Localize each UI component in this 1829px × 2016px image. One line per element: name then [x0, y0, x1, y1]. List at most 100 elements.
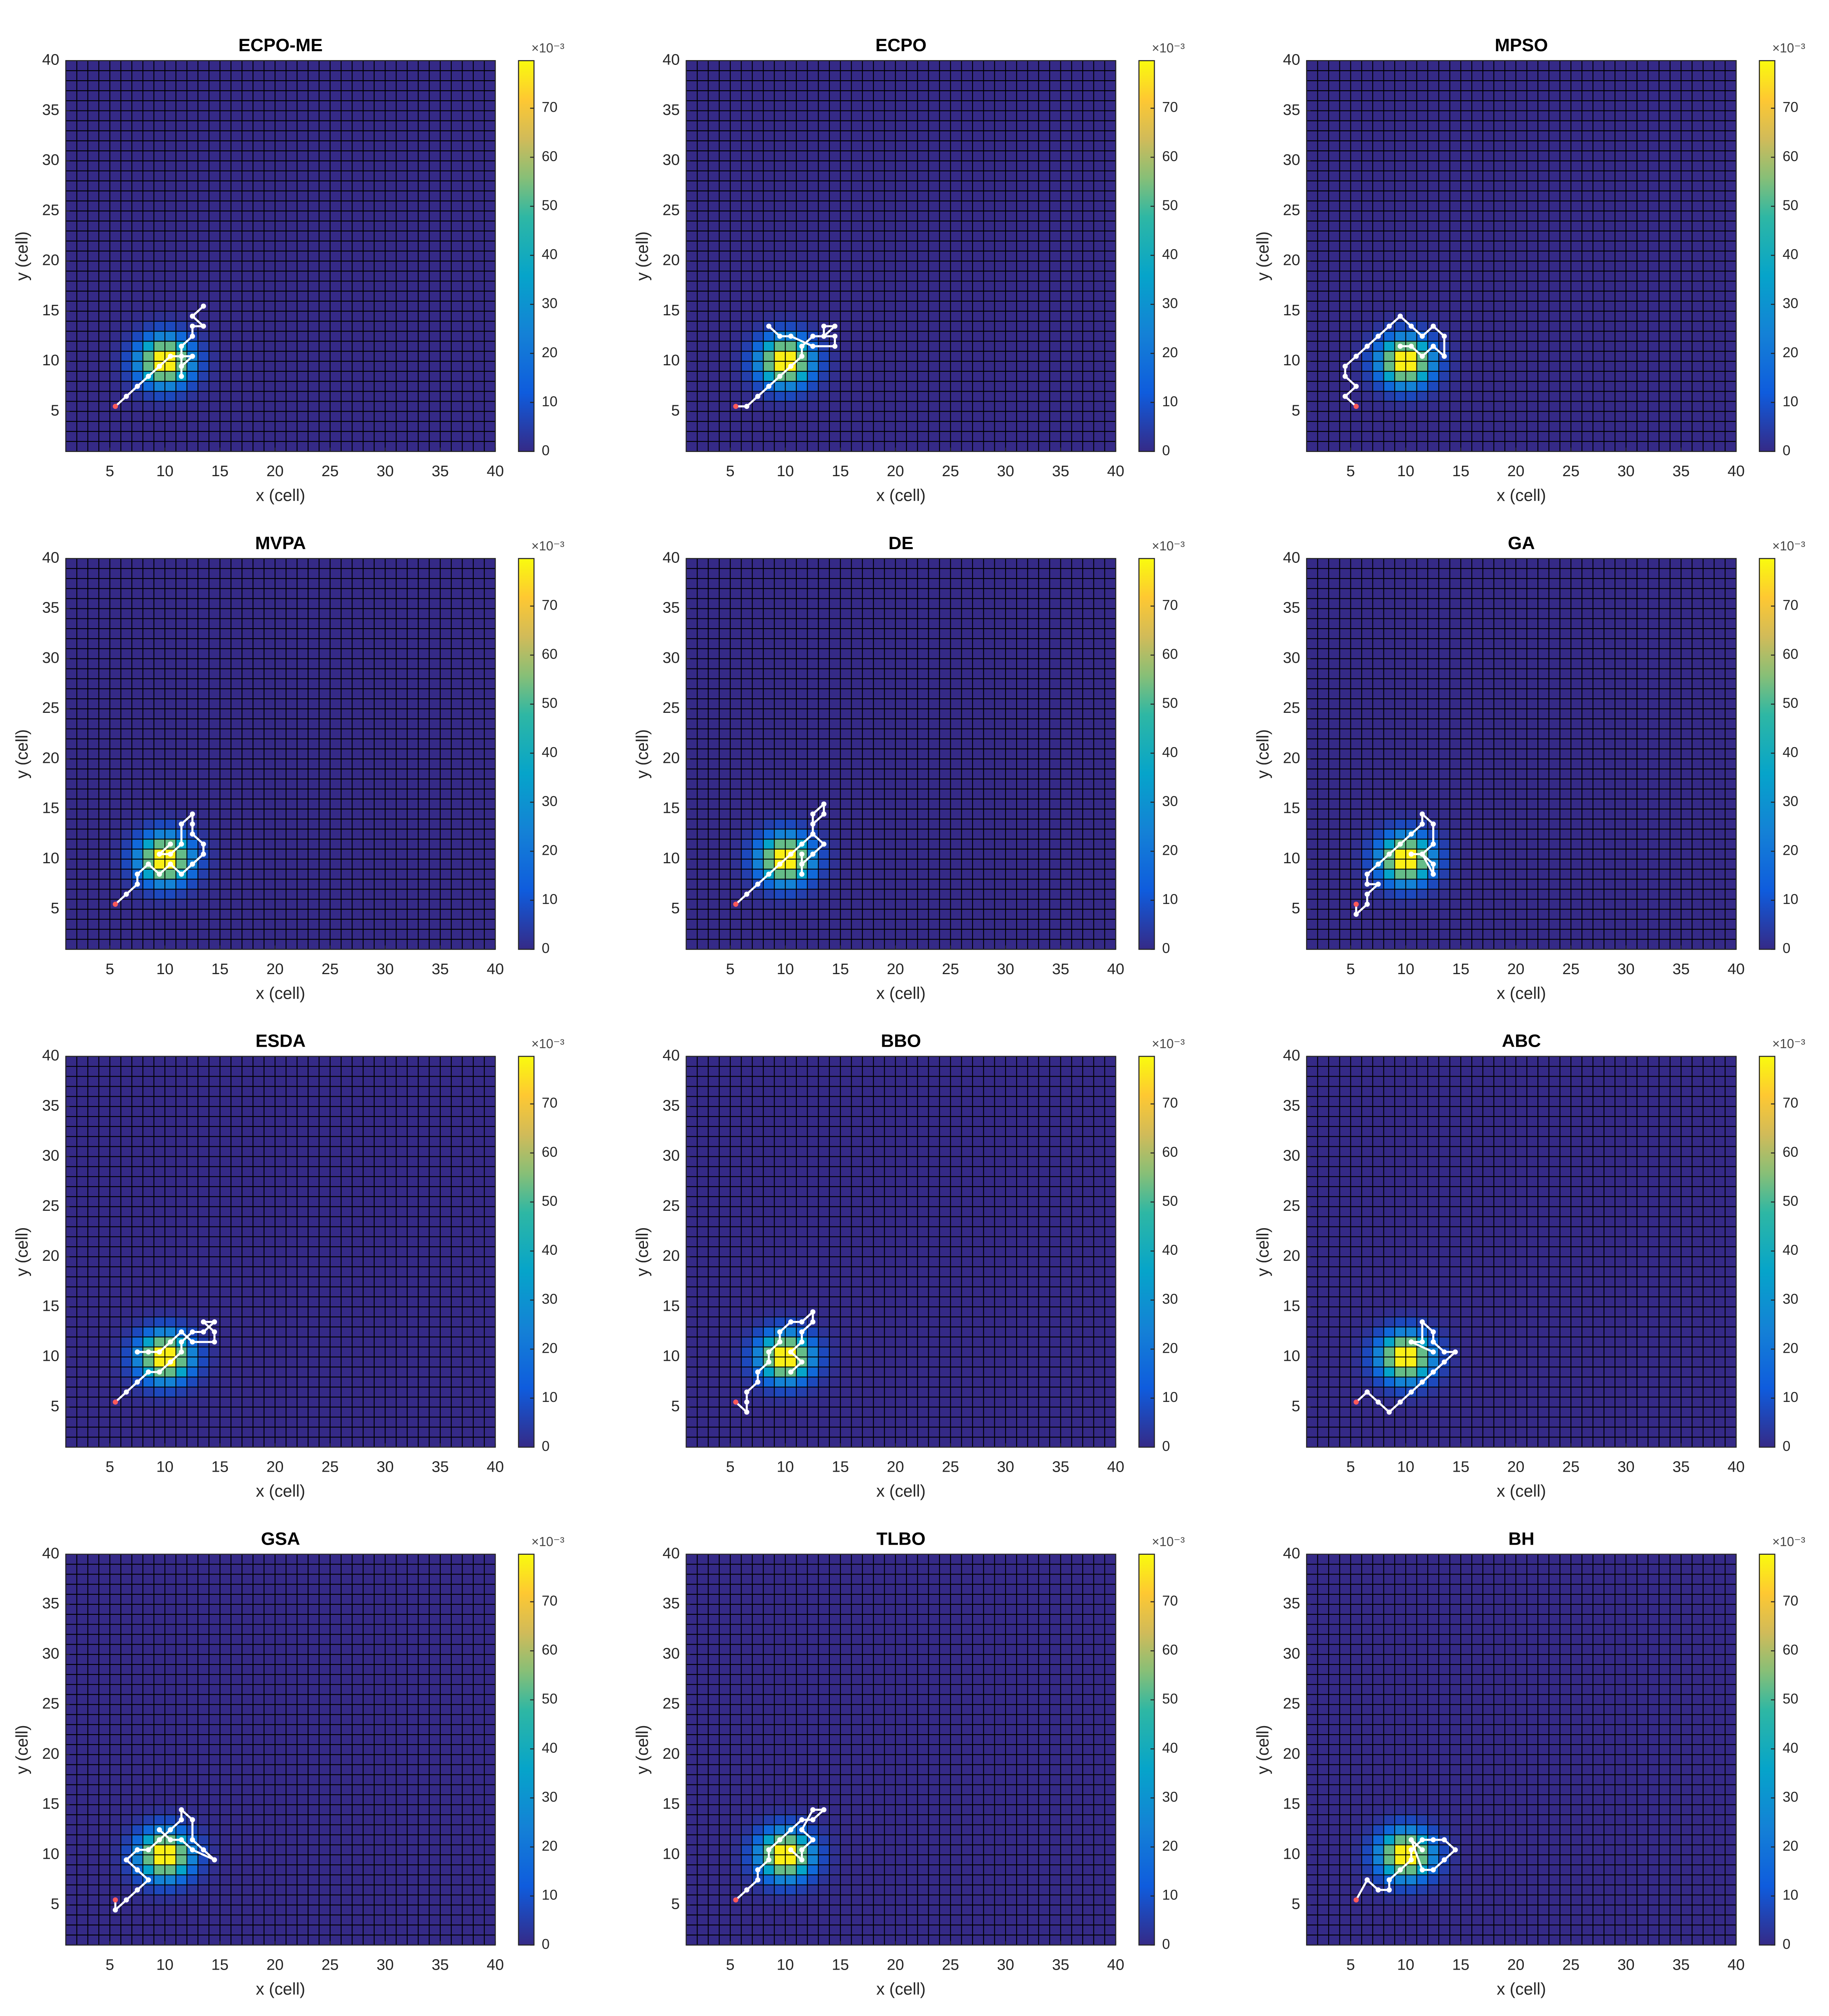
heat-cell	[132, 341, 143, 352]
heat-cell	[1450, 1855, 1461, 1865]
route-point	[1419, 1847, 1425, 1853]
heat-cell	[1427, 351, 1439, 362]
x-tick-label: 15	[211, 960, 229, 978]
heat-cell	[1450, 341, 1461, 352]
heat-cell	[807, 1824, 819, 1835]
x-tick-label: 25	[1562, 1458, 1580, 1476]
heat-cell	[1373, 1855, 1384, 1865]
heat-cell	[121, 1865, 132, 1875]
y-tick-label: 35	[42, 599, 59, 616]
heat-cell	[752, 1824, 763, 1835]
route-point	[179, 1817, 184, 1822]
heat-cell	[132, 1824, 143, 1835]
heat-cell	[763, 1387, 775, 1397]
route-point	[799, 851, 804, 857]
x-tick-label: 30	[1617, 1956, 1635, 1973]
heat-cell	[1439, 1337, 1450, 1347]
heat-cell	[1427, 361, 1439, 371]
heat-cell	[774, 1357, 785, 1367]
heat-cell	[807, 351, 819, 362]
heat-cell	[752, 321, 763, 331]
heat-cell	[1350, 1337, 1362, 1347]
heat-cell	[796, 1367, 808, 1377]
heat-cell	[1450, 311, 1461, 321]
route-point	[766, 1349, 772, 1355]
heat-cell	[730, 1885, 742, 1895]
route-point	[168, 1837, 173, 1843]
route-point	[190, 323, 195, 329]
heat-cell	[1373, 1895, 1384, 1905]
heat-cell	[730, 1367, 742, 1377]
x-tick-label: 25	[321, 960, 339, 978]
heat-cell	[1383, 829, 1395, 839]
heat-cell	[132, 351, 143, 362]
colorbar-tick-label: 50	[542, 1193, 558, 1209]
heat-cell	[796, 1875, 808, 1885]
heat-cell	[198, 1824, 209, 1835]
heat-cell	[1350, 849, 1362, 859]
x-tick-label: 20	[887, 462, 904, 480]
heat-cell	[1427, 1855, 1439, 1865]
heat-cell	[796, 1895, 808, 1905]
heat-cell	[818, 1327, 829, 1337]
heat-cell	[143, 361, 154, 371]
heat-cell	[198, 1367, 209, 1377]
heat-cell	[741, 1327, 752, 1337]
heat-cell	[1394, 381, 1406, 392]
colorbar	[1138, 1056, 1155, 1448]
heat-cell	[165, 1377, 176, 1387]
heat-cell	[209, 1357, 220, 1367]
heat-cell	[1450, 1357, 1461, 1367]
heat-cell	[1373, 1327, 1384, 1337]
heat-cell	[730, 371, 742, 381]
route-point	[135, 1349, 140, 1355]
heat-cell	[110, 1875, 121, 1885]
route-point	[190, 1847, 195, 1853]
colorbar-tick-label: 10	[542, 1389, 558, 1405]
heat-cell	[176, 1845, 187, 1855]
heat-cell	[1450, 1895, 1461, 1905]
route-point	[190, 1339, 195, 1345]
x-axis-label: x (cell)	[256, 1979, 305, 1998]
x-tick-label: 35	[431, 1458, 449, 1476]
heat-cell	[154, 819, 165, 829]
route-point	[179, 841, 184, 847]
route-point	[123, 891, 129, 897]
route-point	[1431, 344, 1436, 349]
route-point	[1408, 323, 1414, 329]
heat-cell	[110, 809, 121, 819]
heat-cell	[1406, 879, 1417, 889]
heat-cell	[730, 1805, 742, 1815]
heat-cell	[198, 899, 209, 910]
route-point	[1364, 902, 1370, 907]
heat-cell	[1362, 1865, 1373, 1875]
x-tick-label: 30	[377, 1458, 394, 1476]
heat-cell	[785, 1307, 796, 1317]
colorbar	[1138, 60, 1155, 452]
colorbar-exponent: ×10⁻³	[1772, 1037, 1805, 1051]
heat-cell	[1394, 879, 1406, 889]
route-point	[201, 851, 206, 857]
chart-title: GSA	[261, 1529, 300, 1549]
heat-cell	[1439, 1805, 1450, 1815]
heat-cell	[752, 1327, 763, 1337]
y-tick-label: 5	[51, 1895, 59, 1913]
x-tick-label: 35	[1052, 1956, 1069, 1973]
x-tick-label: 10	[777, 462, 794, 480]
heat-cell	[1417, 401, 1428, 412]
heat-cell	[1383, 361, 1395, 371]
heat-cell	[143, 889, 154, 900]
colorbar-tick-label: 10	[542, 394, 558, 409]
y-tick-label: 15	[42, 800, 59, 817]
heat-cell	[818, 1865, 829, 1875]
heat-cell	[154, 1814, 165, 1825]
heat-cell	[110, 849, 121, 859]
heat-cell	[1362, 1855, 1373, 1865]
heat-cell	[209, 1387, 220, 1397]
colorbar	[1138, 1554, 1155, 1946]
heat-cell	[1439, 1387, 1450, 1397]
heat-cell	[741, 1824, 752, 1835]
route-point	[799, 1339, 804, 1345]
heat-cell	[1350, 321, 1362, 331]
